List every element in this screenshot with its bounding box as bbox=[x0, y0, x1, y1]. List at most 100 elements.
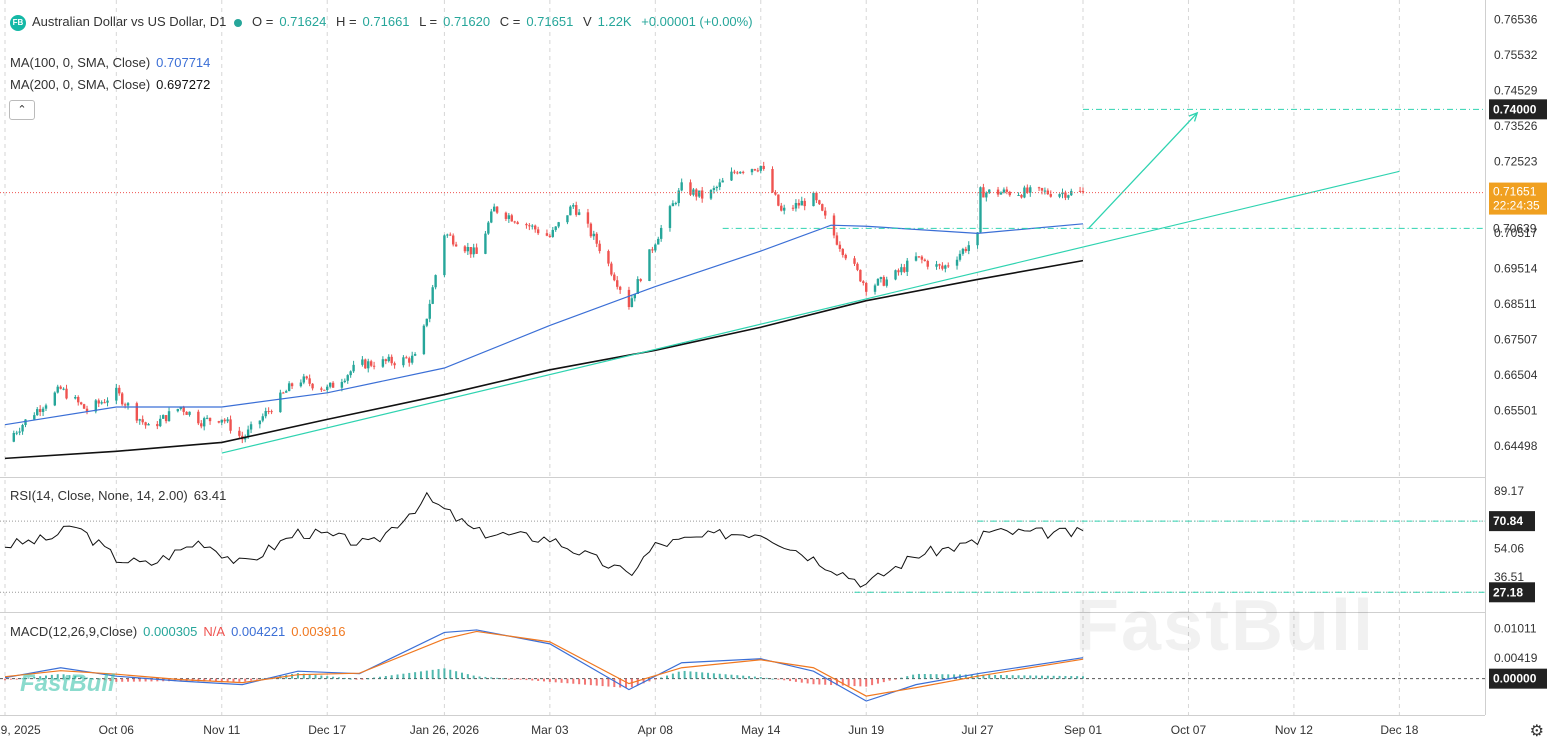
watermark-logo: FastBull bbox=[20, 670, 115, 697]
macd-histogram-bar bbox=[525, 678, 528, 681]
macd-histogram-bar bbox=[695, 671, 698, 679]
candle-body bbox=[413, 354, 417, 356]
y-tick-label: 0.69514 bbox=[1494, 261, 1538, 275]
macd-histogram-bar bbox=[33, 676, 36, 679]
candle-body bbox=[651, 249, 654, 251]
macd-legend[interactable]: MACD(12,26,9,Close) 0.000305 N/A 0.004221 0.… bbox=[10, 624, 346, 639]
macd-histogram-bar bbox=[654, 678, 657, 680]
macd-histogram-bar bbox=[1070, 676, 1073, 679]
candle-body bbox=[1058, 194, 1061, 197]
candle-body bbox=[569, 206, 572, 216]
macd-histogram-bar bbox=[173, 678, 176, 682]
macd-histogram-bar bbox=[97, 678, 100, 680]
macd-histogram-bar bbox=[742, 675, 745, 679]
candle-body bbox=[882, 277, 886, 286]
candle-body bbox=[82, 404, 86, 409]
candle-body bbox=[1005, 189, 1009, 192]
macd-histogram-bar bbox=[443, 668, 446, 679]
candle-body bbox=[780, 205, 783, 211]
change-value: +0.00001 (+0.00%) bbox=[641, 14, 753, 29]
macd-histogram-bar bbox=[765, 677, 768, 679]
trendline bbox=[221, 170, 1400, 454]
rsi-y-tick-label: 89.17 bbox=[1494, 484, 1524, 498]
macd-histogram-bar bbox=[1052, 675, 1055, 679]
macd-histogram-bar bbox=[865, 678, 868, 687]
ma100-legend[interactable]: MA(100, 0, SMA, Close) 0.707714 bbox=[10, 55, 211, 70]
macd-histogram-bar bbox=[994, 674, 997, 679]
candle-body bbox=[613, 274, 616, 281]
macd-histogram-bar bbox=[144, 678, 147, 682]
ma200-value: 0.697272 bbox=[156, 77, 211, 92]
candle-body bbox=[156, 424, 159, 427]
macd-histogram-bar bbox=[548, 678, 551, 682]
candle-body bbox=[572, 205, 575, 207]
macd-histogram-bar bbox=[1005, 675, 1008, 679]
macd-histogram-bar bbox=[800, 678, 803, 683]
macd-histogram-bar bbox=[1017, 675, 1020, 679]
macd-histogram-bar bbox=[830, 678, 833, 686]
macd-histogram-bar bbox=[625, 678, 628, 688]
macd-histogram-bar bbox=[701, 672, 704, 679]
candle-body bbox=[446, 234, 449, 236]
macd-histogram-bar bbox=[964, 674, 967, 679]
candle-body bbox=[159, 418, 162, 427]
candle-body bbox=[771, 168, 774, 193]
macd-histogram-bar bbox=[455, 671, 458, 679]
macd-histogram-bar bbox=[490, 677, 493, 679]
collapse-legend-button[interactable]: ⌃ bbox=[9, 100, 35, 120]
macd-histogram-bar bbox=[384, 676, 387, 679]
candle-body bbox=[302, 376, 305, 383]
candle-body bbox=[62, 388, 65, 390]
macd-histogram-bar bbox=[724, 674, 727, 679]
candle-body bbox=[320, 388, 323, 390]
projection-arrow bbox=[1088, 112, 1198, 229]
macd-hist-value: 0.000305 bbox=[143, 624, 198, 639]
rsi-lower-label: 27.18 bbox=[1493, 585, 1523, 599]
rsi-y-tick-label: 54.06 bbox=[1494, 541, 1524, 555]
macd-histogram-bar bbox=[929, 674, 932, 679]
candle-body bbox=[299, 382, 303, 387]
gear-icon[interactable]: ⚙ bbox=[1529, 723, 1544, 740]
symbol-title[interactable]: Australian Dollar vs US Dollar, D1 bbox=[32, 14, 227, 29]
candle-body bbox=[74, 397, 77, 399]
macd-histogram-bar bbox=[337, 677, 340, 679]
candle-body bbox=[258, 420, 262, 425]
macd-histogram-bar bbox=[472, 675, 475, 679]
y-tick-label: 0.68511 bbox=[1494, 297, 1537, 311]
candle-body bbox=[493, 206, 496, 212]
candle-body bbox=[349, 371, 352, 376]
macd-histogram-bar bbox=[4, 678, 6, 681]
macd-histogram-bar bbox=[882, 678, 885, 683]
ma200-legend[interactable]: MA(200, 0, SMA, Close) 0.697272 bbox=[10, 77, 211, 92]
target-price-label: 0.74000 bbox=[1493, 102, 1537, 116]
candle-body bbox=[15, 432, 18, 434]
macd-histogram-bar bbox=[906, 676, 909, 679]
candle-body bbox=[229, 419, 232, 431]
macd-histogram-bar bbox=[355, 678, 358, 680]
macd-histogram-bar bbox=[326, 676, 329, 679]
candle-body bbox=[610, 263, 613, 275]
candle-body bbox=[495, 206, 499, 213]
candle-body bbox=[756, 170, 760, 172]
candle-body bbox=[33, 415, 36, 420]
macd-histogram-bar bbox=[1082, 676, 1084, 679]
y-tick-label: 0.67507 bbox=[1494, 332, 1538, 346]
macd-histogram-bar bbox=[578, 678, 581, 685]
candle-body bbox=[739, 171, 742, 174]
rsi-value: 63.41 bbox=[193, 488, 227, 503]
candle-body bbox=[331, 382, 335, 388]
x-tick-label: Oct 07 bbox=[1171, 723, 1207, 737]
candle-body bbox=[490, 211, 493, 223]
last-price-tag bbox=[1489, 182, 1547, 215]
candle-body bbox=[885, 279, 888, 286]
rsi-legend[interactable]: RSI(14, Close, None, 14, 2.00) 63.41 bbox=[10, 488, 227, 503]
macd-histogram-bar bbox=[15, 678, 18, 680]
candle-body bbox=[712, 188, 716, 191]
candle-body bbox=[598, 243, 601, 252]
candle-body bbox=[179, 407, 182, 409]
macd-histogram-bar bbox=[730, 674, 733, 679]
candle-body bbox=[346, 375, 349, 381]
candle-body bbox=[270, 411, 273, 413]
candle-body bbox=[372, 365, 376, 367]
